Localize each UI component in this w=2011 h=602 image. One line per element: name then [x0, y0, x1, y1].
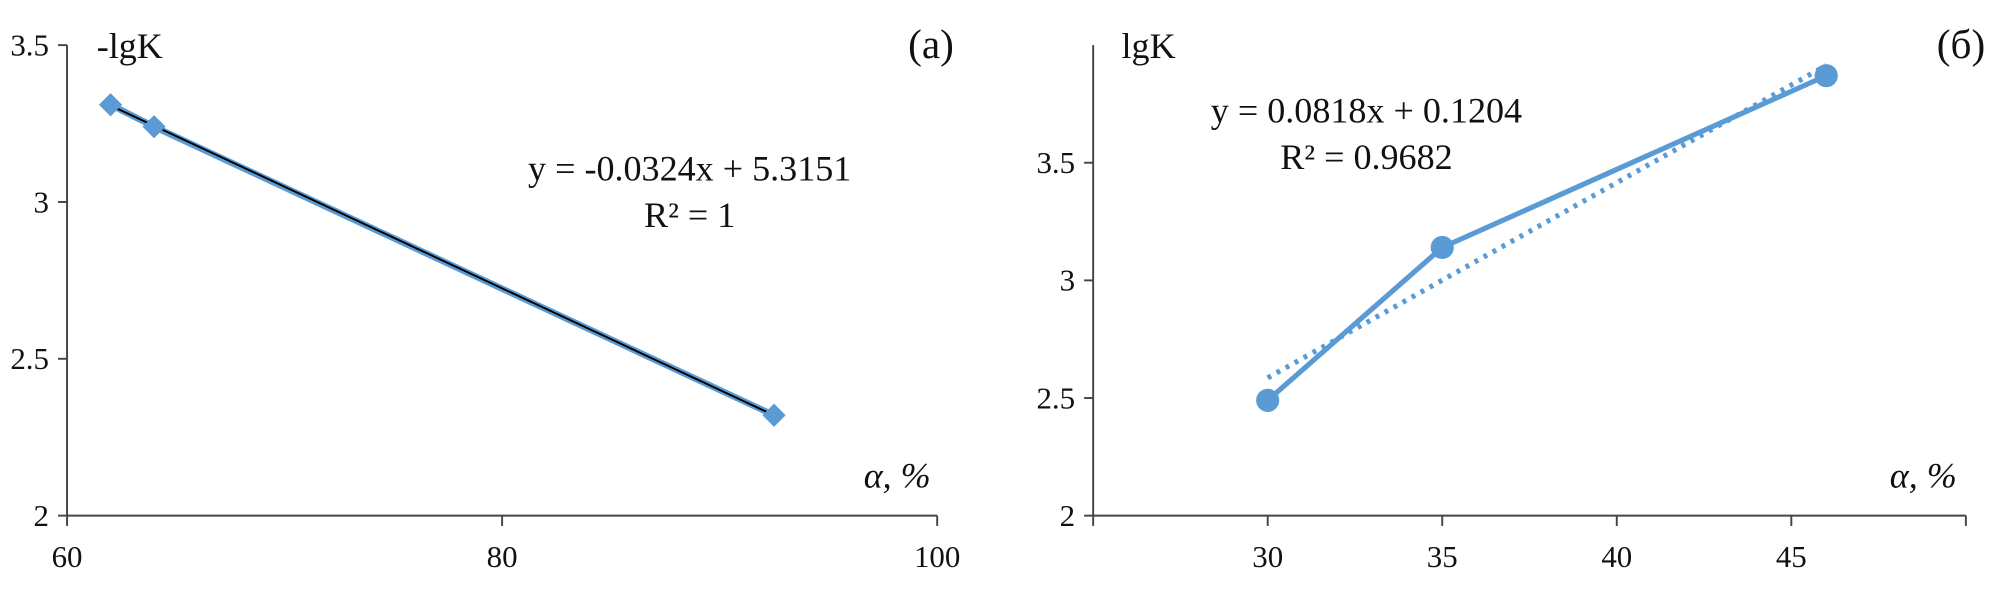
equation: R² = 0.9682 [1280, 137, 1452, 177]
x-tick-label: 80 [487, 539, 518, 574]
point [1814, 64, 1838, 88]
point [142, 115, 166, 139]
x-tick-label: 45 [1776, 539, 1807, 574]
y-tick-label: 3 [1060, 263, 1075, 298]
y-axis-label: -lgK [97, 26, 163, 66]
y-tick-label: 3 [34, 184, 49, 219]
y-tick-label: 2.5 [10, 341, 49, 376]
trendline [110, 104, 775, 417]
y-axis-label: lgK [1122, 26, 1176, 66]
x-tick-label: 35 [1427, 539, 1458, 574]
x-axis-label: α, % [1890, 455, 1957, 495]
trendline [1266, 63, 1828, 381]
x-tick-label: 40 [1601, 539, 1632, 574]
panel-label: (а) [908, 21, 954, 68]
y-tick-label: 3.5 [10, 27, 49, 62]
equation: y = -0.0324x + 5.3151 [528, 148, 851, 188]
y-tick-label: 2 [1060, 498, 1075, 533]
point [762, 403, 786, 427]
y-tick-label: 3.5 [1036, 145, 1075, 180]
point [1256, 388, 1280, 412]
x-axis-label: α, % [864, 455, 931, 495]
equation: y = 0.0818x + 0.1204 [1211, 90, 1522, 130]
point [1430, 235, 1454, 260]
y-tick-label: 2 [34, 498, 49, 533]
equation: R² = 1 [644, 195, 735, 235]
point [98, 93, 123, 117]
panel-label: (б) [1937, 21, 1985, 68]
y-tick-label: 2.5 [1036, 380, 1075, 415]
x-tick-label: 60 [52, 539, 83, 574]
x-tick-label: 30 [1252, 539, 1283, 574]
x-tick-label: 100 [914, 539, 960, 574]
